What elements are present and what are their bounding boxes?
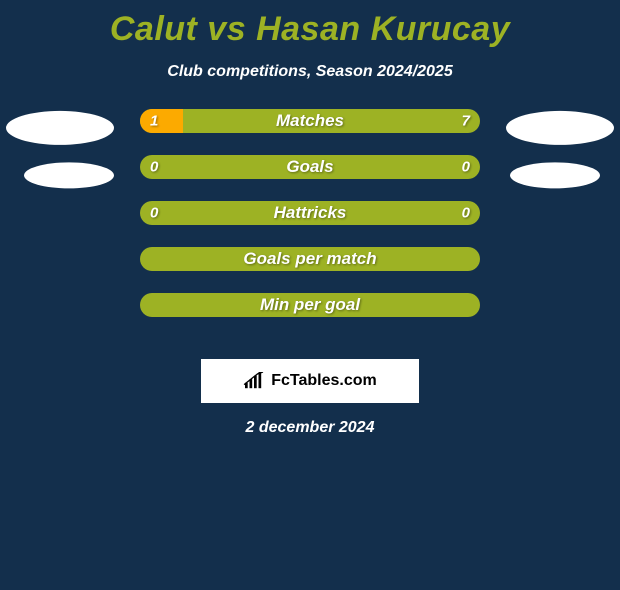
page-title: Calut vs Hasan Kurucay — [0, 10, 620, 49]
stat-value-right: 0 — [462, 205, 470, 222]
stat-value-right: 7 — [462, 113, 470, 130]
stat-bar: 0 Hattricks 0 — [140, 201, 480, 225]
stat-row-matches: 1 Matches 7 — [0, 109, 620, 155]
stat-label: Goals per match — [140, 249, 480, 269]
stat-bar: Goals per match — [140, 247, 480, 271]
stat-label: Min per goal — [140, 295, 480, 315]
page-subtitle: Club competitions, Season 2024/2025 — [0, 63, 620, 81]
stat-row-hattricks: 0 Hattricks 0 — [0, 201, 620, 247]
stat-row-min-per-goal: Min per goal — [0, 293, 620, 339]
stat-bar: 1 Matches 7 — [140, 109, 480, 133]
stat-bar: 0 Goals 0 — [140, 155, 480, 179]
comparison-widget: Calut vs Hasan Kurucay Club competitions… — [0, 10, 620, 437]
stat-label: Goals — [140, 157, 480, 177]
stat-value-right: 0 — [462, 159, 470, 176]
bar-chart-icon — [243, 372, 265, 390]
team2-logo-placeholder — [510, 162, 600, 188]
brand-badge[interactable]: FcTables.com — [201, 359, 419, 403]
stat-label: Hattricks — [140, 203, 480, 223]
stat-label: Matches — [140, 111, 480, 131]
update-date: 2 december 2024 — [0, 419, 620, 437]
brand-text: FcTables.com — [271, 372, 377, 390]
team1-logo-placeholder — [24, 162, 114, 188]
player1-photo-placeholder — [6, 111, 114, 145]
player2-photo-placeholder — [506, 111, 614, 145]
stat-bar: Min per goal — [140, 293, 480, 317]
stat-row-goals-per-match: Goals per match — [0, 247, 620, 293]
stat-row-goals: 0 Goals 0 — [0, 155, 620, 201]
stat-rows: 1 Matches 7 0 Goals 0 0 Hattricks 0 — [0, 109, 620, 339]
